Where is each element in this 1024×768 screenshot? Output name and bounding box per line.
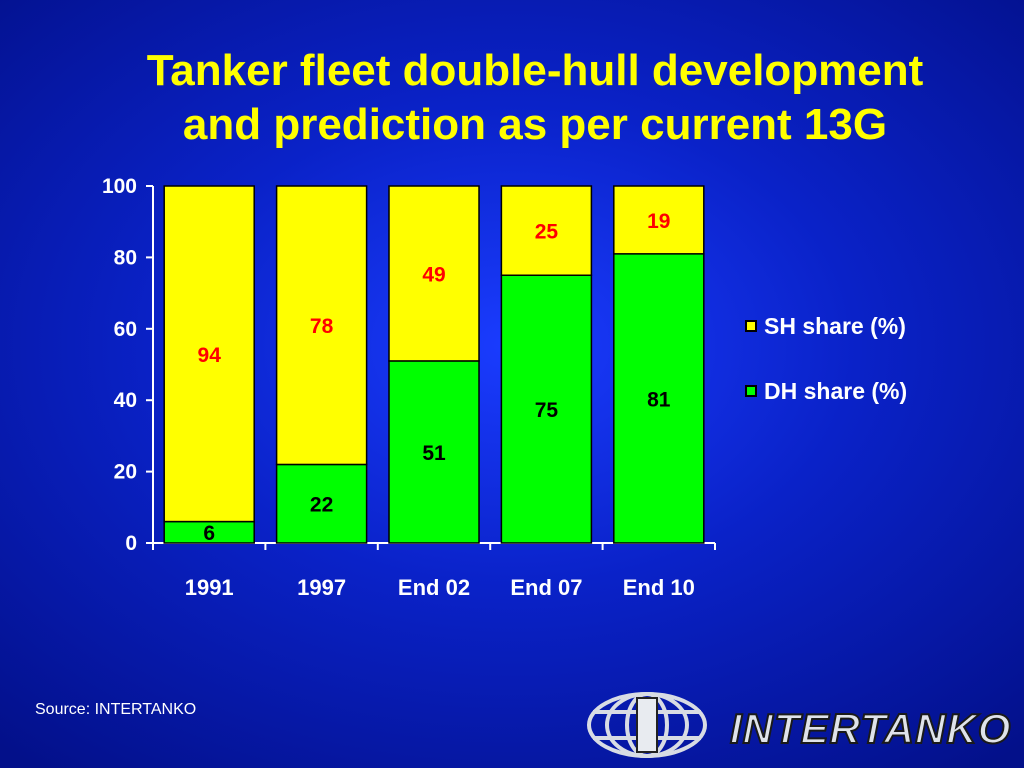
bar-sh-1 — [275, 185, 368, 466]
y-tick-label: 60 — [114, 318, 137, 341]
data-label-sh-1: 78 — [310, 315, 334, 338]
brand-logo: INTERTANKO — [729, 705, 1012, 752]
data-label-sh-0: 94 — [198, 344, 222, 367]
data-label-dh-4: 81 — [647, 388, 671, 411]
bar-sh-4 — [613, 185, 705, 255]
title-line-2: and prediction as per current 13G — [182, 100, 888, 149]
data-label-dh-2: 51 — [422, 442, 446, 465]
legend-label-dh: DH share (%) — [764, 377, 908, 404]
data-label-sh-2: 49 — [422, 263, 445, 286]
x-tick-label-0: 1991 — [185, 575, 234, 600]
data-label-dh-3: 75 — [535, 399, 559, 422]
legend-swatch-sh — [745, 320, 757, 332]
x-tick-label-4: End 10 — [623, 575, 695, 600]
bar-dh-2 — [388, 360, 480, 544]
bar-dh-4 — [613, 253, 705, 544]
data-label-sh-4: 19 — [647, 210, 670, 233]
legend-swatch-dh — [745, 385, 757, 397]
globe-logo-icon — [587, 692, 707, 758]
y-tick-label: 80 — [114, 246, 137, 269]
y-tick-label: 0 — [125, 532, 137, 555]
x-tick-label-3: End 07 — [510, 575, 582, 600]
data-label-dh-1: 22 — [310, 494, 333, 517]
title-line-1: Tanker fleet double-hull development — [146, 46, 924, 95]
y-tick-label: 100 — [102, 175, 137, 198]
legend-item-dh: DH share (%) — [745, 375, 907, 407]
x-tick-label-1: 1997 — [297, 575, 346, 600]
bar-sh-0 — [163, 185, 255, 523]
bar-sh-2 — [388, 185, 480, 362]
chart-title: Tanker fleet double-hull development and… — [60, 44, 1010, 152]
legend-item-sh: SH share (%) — [745, 310, 907, 342]
y-tick-label: 40 — [114, 389, 137, 412]
legend: SH share (%) DH share (%) — [745, 310, 907, 440]
bar-sh-3 — [500, 185, 593, 276]
y-tick-label: 20 — [114, 461, 137, 484]
legend-label-sh: SH share (%) — [764, 312, 906, 339]
x-tick-label-2: End 02 — [398, 575, 470, 600]
source-note: Source: INTERTANKO — [35, 701, 197, 718]
bar-dh-3 — [500, 274, 593, 544]
data-label-sh-3: 25 — [535, 221, 559, 244]
data-label-dh-0: 6 — [203, 522, 215, 545]
